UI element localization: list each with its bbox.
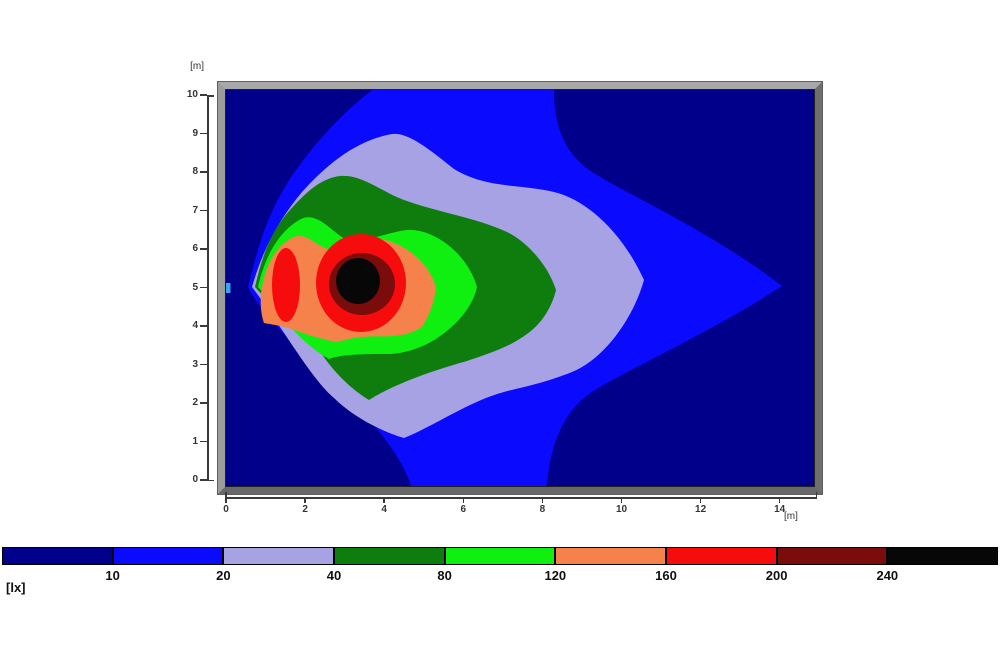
x-tick-label: 4 <box>381 504 387 515</box>
x-axis-left-cap <box>225 491 227 499</box>
x-tick <box>620 497 623 503</box>
legend-boundary-label: 10 <box>105 568 120 583</box>
x-tick-label: 12 <box>695 504 707 515</box>
legend-boundary-label: 240 <box>876 568 899 583</box>
legend-segment-8 <box>888 548 998 564</box>
y-tick <box>200 325 207 327</box>
legend-boundary-label: 20 <box>216 568 231 583</box>
legend-segment-4 <box>445 548 557 564</box>
legend-boundary-label: 40 <box>326 568 342 583</box>
y-tick-label: 9 <box>192 127 198 139</box>
x-axis <box>225 497 817 499</box>
y-axis-top-cap <box>207 95 214 97</box>
y-tick <box>200 363 207 366</box>
x-tick-label: 8 <box>539 504 546 515</box>
x-axis-unit-label: [m] <box>784 511 798 522</box>
legend-colorbar <box>2 547 998 565</box>
y-tick <box>200 248 207 250</box>
contour-gte-160-left-lobe <box>272 248 300 322</box>
y-tick-label: 4 <box>192 320 198 331</box>
y-tick <box>200 209 207 212</box>
legend-segment-3 <box>335 548 446 564</box>
legend-unit-label: [lx] <box>6 580 26 595</box>
y-tick-label: 8 <box>192 166 198 177</box>
legend-boundary-label: 80 <box>437 568 452 583</box>
y-tick <box>200 286 207 289</box>
luminaire-marker <box>226 283 231 293</box>
y-tick-label: 0 <box>192 474 198 485</box>
legend-segment-0 <box>3 548 114 564</box>
plot-frame-inner-edge <box>225 89 815 487</box>
y-tick-label: 7 <box>192 204 198 216</box>
y-tick <box>200 171 207 173</box>
y-tick-label: 1 <box>192 435 198 447</box>
y-axis-bottom-cap <box>207 479 214 481</box>
y-tick-label: 2 <box>192 397 198 408</box>
legend-segment-1 <box>113 548 225 564</box>
y-tick <box>200 132 207 135</box>
legend-boundary-label: 160 <box>655 568 677 583</box>
y-axis <box>207 95 209 481</box>
x-tick <box>541 497 544 503</box>
y-axis-unit-label: [m] <box>190 61 204 72</box>
contour-plot-canvas <box>226 90 814 486</box>
x-tick-label: 6 <box>460 504 467 515</box>
y-tick <box>200 479 207 481</box>
y-tick-label: 6 <box>192 243 198 254</box>
x-tick-label: 2 <box>302 504 308 515</box>
legend-segment-2 <box>224 548 336 564</box>
y-tick <box>200 440 207 443</box>
plot-frame-bevel <box>218 82 822 494</box>
contour-gte-240 <box>336 258 380 304</box>
x-axis-right-cap <box>815 491 817 499</box>
x-tick <box>383 497 385 503</box>
x-tick-label: 14 <box>774 504 786 515</box>
x-tick <box>699 497 702 503</box>
y-tick <box>200 402 207 404</box>
y-tick-label: 5 <box>192 281 198 293</box>
plot-frame <box>217 81 823 495</box>
x-tick-label: 10 <box>615 504 628 515</box>
x-tick <box>304 497 306 503</box>
y-tick-label: 10 <box>186 89 198 100</box>
x-tick <box>462 497 465 503</box>
legend-segment-7 <box>777 548 889 564</box>
legend-boundary-label: 120 <box>544 568 567 583</box>
x-tick <box>225 497 227 503</box>
legend-segment-6 <box>667 548 778 564</box>
legend-boundary-label: 200 <box>765 568 788 583</box>
y-tick <box>200 94 207 96</box>
x-tick <box>778 497 781 503</box>
legend-segment-5 <box>556 548 668 564</box>
x-tick-label: 0 <box>223 504 229 515</box>
y-tick-label: 3 <box>192 358 198 370</box>
